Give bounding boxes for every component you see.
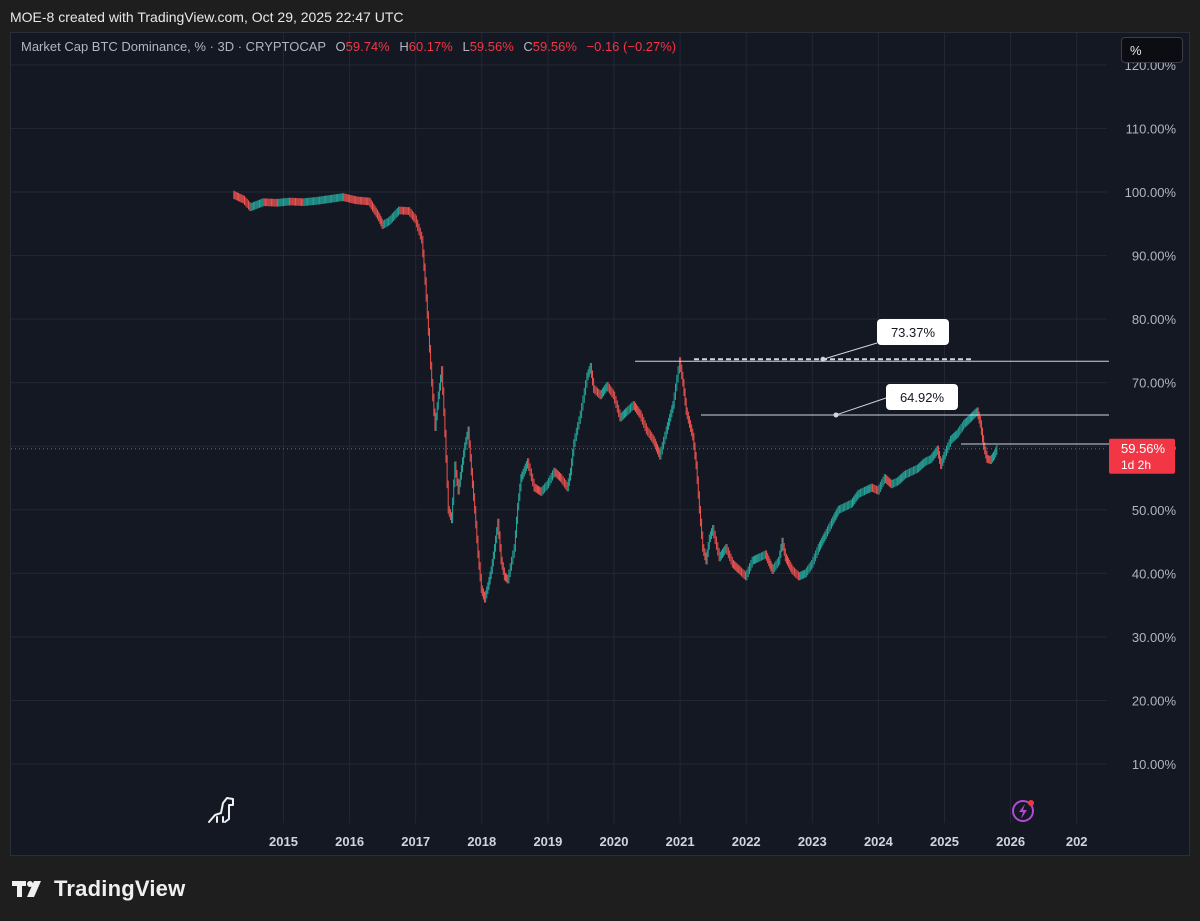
callout-text-64: 64.92%: [900, 390, 945, 405]
tradingview-brand[interactable]: TradingView: [12, 876, 185, 902]
lightning-bolt: [1019, 804, 1027, 819]
chart-panel[interactable]: 120.00%110.00%100.00%90.00%80.00%70.00%6…: [10, 32, 1190, 856]
x-tick-label: 2022: [732, 834, 761, 849]
x-tick-label: 2016: [335, 834, 364, 849]
y-tick-label: 100.00%: [1125, 185, 1177, 200]
x-tick-label: 202: [1066, 834, 1088, 849]
close-value: 59.56%: [532, 39, 577, 54]
y-tick-label: 40.00%: [1132, 566, 1177, 581]
high-label: H: [399, 39, 409, 54]
x-tick-label: 2021: [666, 834, 695, 849]
callout-leader: [822, 342, 878, 360]
top-bar: MOE-8 created with TradingView.com, Oct …: [0, 0, 1200, 34]
x-tick-label: 2015: [269, 834, 298, 849]
x-tick-label: 2018: [467, 834, 496, 849]
footer: TradingView: [0, 856, 1200, 921]
high-value: 60.17%: [408, 39, 453, 54]
change-value: −0.16 (−0.27%): [586, 39, 677, 54]
y-tick-label: 50.00%: [1132, 503, 1177, 518]
y-tick-label: 70.00%: [1132, 376, 1177, 391]
y-tick-label: 110.00%: [1126, 121, 1177, 136]
x-tick-label: 2019: [533, 834, 562, 849]
callout-text-73: 73.37%: [891, 325, 936, 340]
x-tick-label: 2017: [401, 834, 430, 849]
tradingview-logo-icon: [12, 881, 41, 897]
y-tick-label: 30.00%: [1132, 630, 1177, 645]
x-tick-label: 2023: [798, 834, 827, 849]
x-tick-label: 2026: [996, 834, 1025, 849]
symbol-name: Market Cap BTC Dominance, % · 3D · CRYPT…: [21, 39, 326, 54]
y-tick-label: 10.00%: [1132, 757, 1177, 772]
close-label: C: [523, 39, 533, 54]
open-value: 59.74%: [345, 39, 390, 54]
current-price-tag: [1109, 438, 1175, 474]
bar-countdown: 1d 2h: [1121, 458, 1151, 472]
current-price-value: 59.56%: [1121, 441, 1166, 456]
price-chart[interactable]: 120.00%110.00%100.00%90.00%80.00%70.00%6…: [11, 33, 1189, 855]
dinosaur-icon: [208, 797, 234, 823]
open-label: O: [335, 39, 346, 54]
y-tick-label: 90.00%: [1132, 249, 1177, 264]
symbol-legend: Market Cap BTC Dominance, % · 3D · CRYPT…: [21, 39, 676, 54]
x-tick-label: 2025: [930, 834, 959, 849]
brand-name: TradingView: [54, 876, 186, 901]
low-label: L: [462, 39, 470, 54]
callout-box-64: [886, 384, 958, 410]
alert-dot: [1028, 800, 1034, 806]
x-tick-label: 2024: [864, 834, 894, 849]
lightning-icon: [1012, 800, 1034, 822]
percent-scale-button[interactable]: %: [1121, 37, 1183, 63]
callout-leader: [835, 397, 887, 416]
snapshot-caption: MOE-8 created with TradingView.com, Oct …: [10, 9, 404, 25]
y-tick-label: 20.00%: [1132, 693, 1177, 708]
low-value: 59.56%: [469, 39, 514, 54]
x-tick-label: 2020: [600, 834, 629, 849]
y-tick-label: 80.00%: [1132, 312, 1177, 327]
callout-box-73: [877, 319, 949, 345]
